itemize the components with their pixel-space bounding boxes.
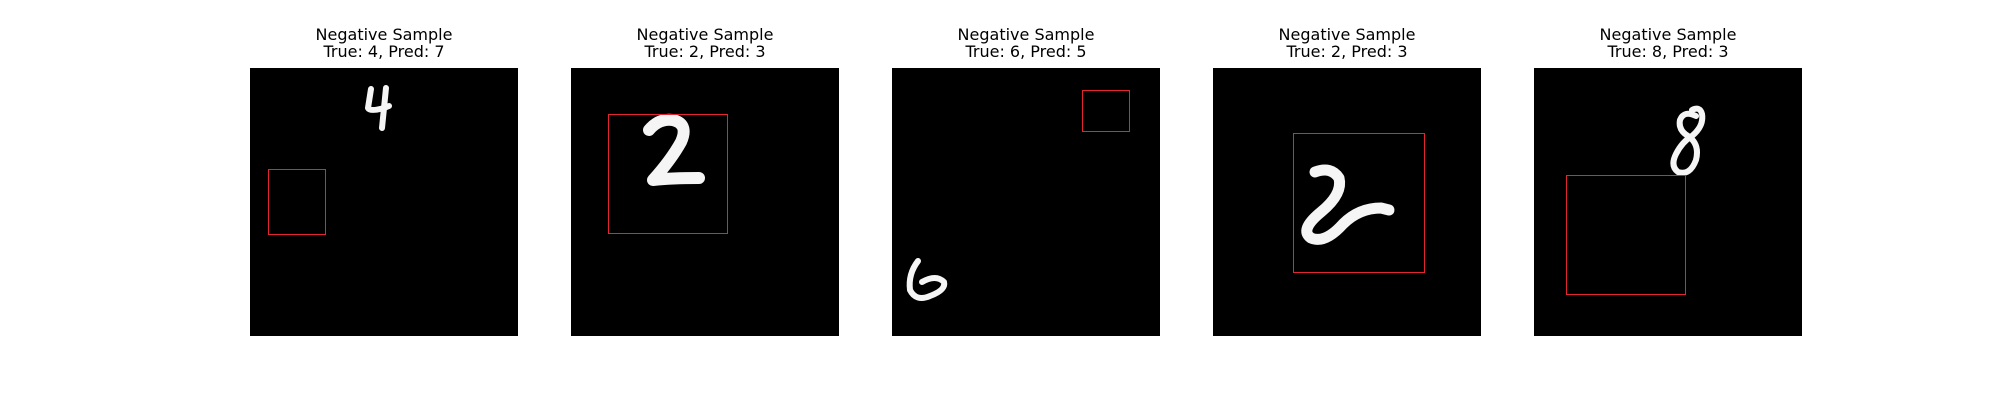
panel-3-bounding-box (1082, 90, 1130, 132)
panel-3-title: Negative Sample True: 6, Pred: 5 (852, 26, 1200, 60)
panel-1-title: Negative Sample True: 4, Pred: 7 (210, 26, 558, 60)
panel-2-bounding-box (608, 114, 728, 234)
panel-1-bounding-box (268, 169, 326, 235)
panel-4-heading: Negative Sample (1278, 25, 1416, 44)
panel-1-subtitle: True: 4, Pred: 7 (323, 42, 445, 61)
panel-5-subtitle: True: 8, Pred: 3 (1607, 42, 1729, 61)
panel-3-subtitle: True: 6, Pred: 5 (965, 42, 1087, 61)
panel-4-title: Negative Sample True: 2, Pred: 3 (1173, 26, 1521, 60)
panel-1-image (250, 68, 518, 336)
panel-1-digit (365, 85, 392, 131)
panel-4-digit (1301, 164, 1395, 245)
panel-5-title: Negative Sample True: 8, Pred: 3 (1494, 26, 1842, 60)
panel-2-subtitle: True: 2, Pred: 3 (644, 42, 766, 61)
panel-3-image (892, 68, 1160, 336)
panel-4-bounding-box (1293, 133, 1425, 273)
panel-5-image (1534, 68, 1802, 336)
panel-2-digit (643, 113, 705, 186)
panel-4-subtitle: True: 2, Pred: 3 (1286, 42, 1408, 61)
panel-2-heading: Negative Sample (636, 25, 774, 44)
panel-3-digit (906, 258, 948, 301)
panel-5-digit (1670, 105, 1706, 176)
panel-4-image (1213, 68, 1481, 336)
panel-2-image (571, 68, 839, 336)
panel-1-heading: Negative Sample (315, 25, 453, 44)
panel-3-heading: Negative Sample (957, 25, 1095, 44)
panel-5-heading: Negative Sample (1599, 25, 1737, 44)
panel-5-bounding-box (1566, 175, 1686, 295)
panel-2-title: Negative Sample True: 2, Pred: 3 (531, 26, 879, 60)
